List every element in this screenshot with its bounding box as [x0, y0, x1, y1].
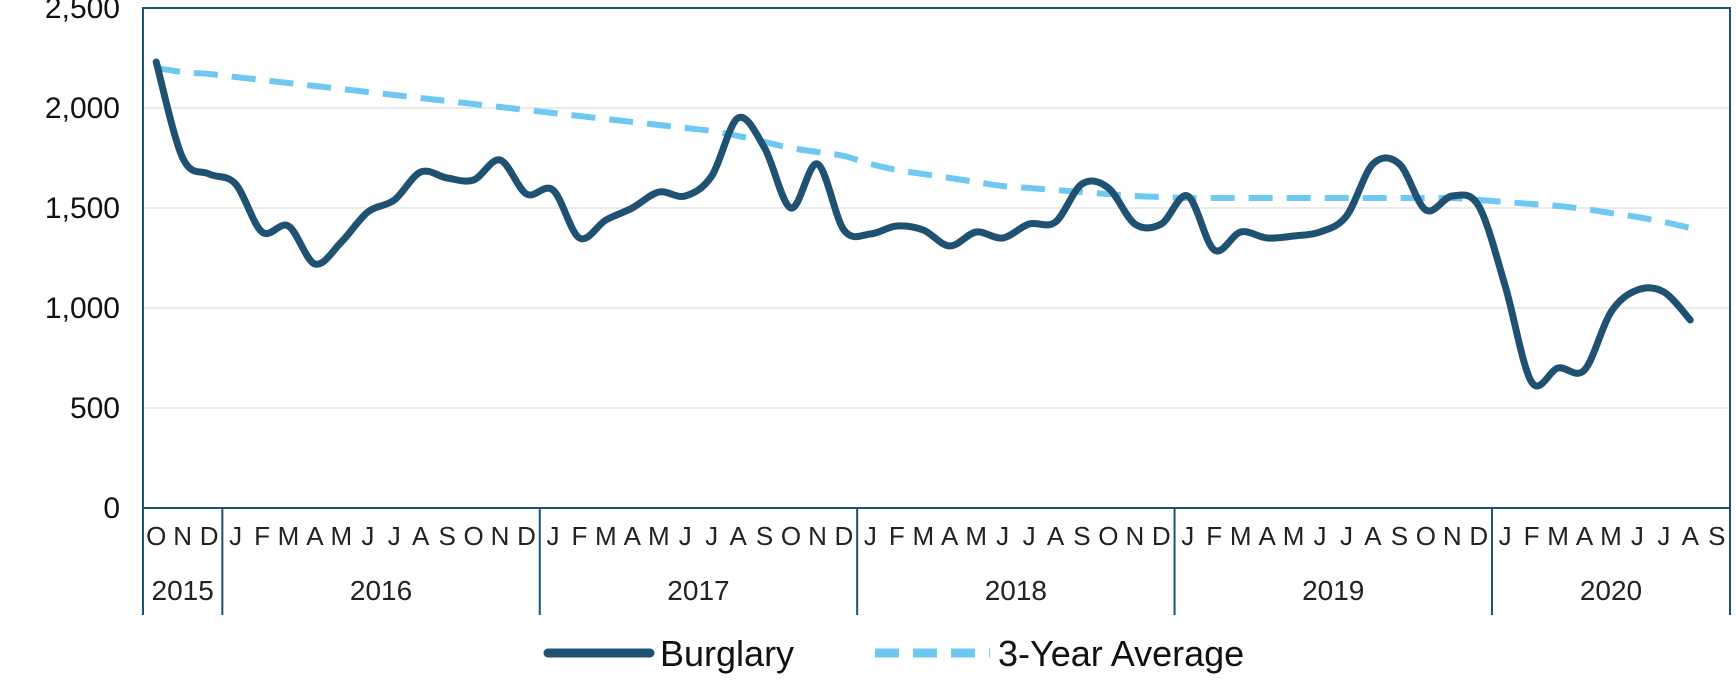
x-month-label: F [1206, 521, 1222, 551]
x-month-label: F [254, 521, 270, 551]
series-lines [152, 58, 1694, 390]
series-line-3-year-average [155, 65, 1691, 231]
x-month-label: A [306, 521, 324, 551]
x-year-label: 2018 [985, 575, 1047, 606]
x-month-label: A [1258, 521, 1276, 551]
x-month-label: M [1600, 521, 1622, 551]
x-month-label: M [648, 521, 670, 551]
axes [142, 7, 1731, 615]
legend-average-label: 3-Year Average [998, 633, 1244, 674]
x-month-label: N [1125, 521, 1144, 551]
x-year-label: 2016 [350, 575, 412, 606]
x-month-label: F [571, 521, 587, 551]
x-year-label: 2019 [1302, 575, 1364, 606]
x-month-label: D [1152, 521, 1171, 551]
x-month-label: J [1181, 521, 1194, 551]
x-year-label: 2020 [1580, 575, 1642, 606]
y-axis-tick-labels: 0 500 1,000 1,500 2,000 2,500 [45, 0, 120, 525]
x-year-label: 2015 [152, 575, 214, 606]
x-month-label: N [1443, 521, 1462, 551]
x-month-label: J [679, 521, 692, 551]
legend-burglary-label: Burglary [660, 633, 794, 674]
plot-area-border [142, 7, 1731, 509]
x-month-label: M [278, 521, 300, 551]
x-month-label: S [439, 521, 456, 551]
x-month-label: M [1547, 521, 1569, 551]
y-tick-label: 2,000 [45, 92, 120, 125]
x-month-label: A [729, 521, 747, 551]
y-tick-label: 1,000 [45, 292, 120, 325]
x-month-label: M [912, 521, 934, 551]
x-month-label: M [1283, 521, 1305, 551]
x-month-label: J [1340, 521, 1353, 551]
x-month-label: O [464, 521, 484, 551]
x-month-label: M [595, 521, 617, 551]
x-month-label: D [1469, 521, 1488, 551]
x-month-label: A [1364, 521, 1382, 551]
x-month-label: D [517, 521, 536, 551]
x-month-label: D [835, 521, 854, 551]
x-month-label: A [624, 521, 642, 551]
x-month-label: S [1708, 521, 1725, 551]
x-month-label: J [1023, 521, 1036, 551]
x-month-label: J [361, 521, 374, 551]
x-month-label: J [1631, 521, 1644, 551]
x-month-label: S [1073, 521, 1090, 551]
x-month-label: N [173, 521, 192, 551]
x-month-label: J [705, 521, 718, 551]
x-month-label: A [1576, 521, 1594, 551]
x-month-label: J [229, 521, 242, 551]
y-tick-label: 500 [70, 392, 120, 425]
x-month-label: M [965, 521, 987, 551]
y-tick-label: 1,500 [45, 192, 120, 225]
x-month-label: F [889, 521, 905, 551]
x-month-label: A [412, 521, 430, 551]
x-year-label: 2017 [667, 575, 729, 606]
y-tick-label: 0 [103, 492, 120, 525]
x-month-label: J [996, 521, 1009, 551]
x-month-label: F [1524, 521, 1540, 551]
x-month-label: N [808, 521, 827, 551]
x-month-label: J [546, 521, 559, 551]
x-month-label: O [781, 521, 801, 551]
x-month-label: M [331, 521, 353, 551]
legend: Burglary 3-Year Average [543, 633, 1244, 674]
x-month-label: J [1657, 521, 1670, 551]
x-month-label: S [1391, 521, 1408, 551]
x-month-label: J [388, 521, 401, 551]
x-month-label: A [941, 521, 959, 551]
x-month-label: J [864, 521, 877, 551]
y-tick-label: 2,500 [45, 0, 120, 25]
x-month-label: O [146, 521, 166, 551]
x-month-label: A [1682, 521, 1700, 551]
x-month-label: J [1499, 521, 1512, 551]
x-month-label: O [1416, 521, 1436, 551]
x-month-label: N [491, 521, 510, 551]
x-month-label: O [1098, 521, 1118, 551]
x-month-label: S [756, 521, 773, 551]
x-month-label: M [1230, 521, 1252, 551]
x-month-label: D [200, 521, 219, 551]
x-month-label: A [1047, 521, 1065, 551]
x-month-label: J [1314, 521, 1327, 551]
series-line-burglary [152, 58, 1694, 390]
